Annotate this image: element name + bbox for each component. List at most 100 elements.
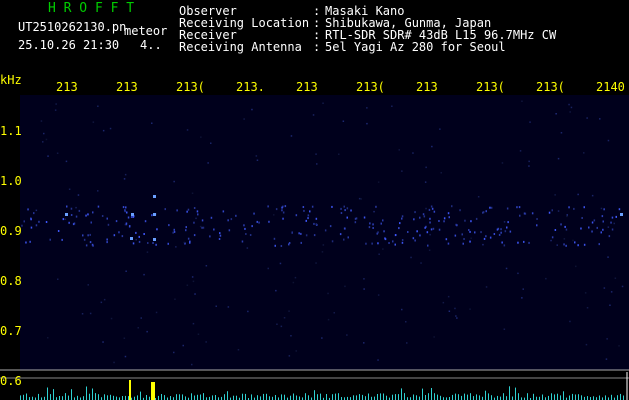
noise-dot (65, 160, 68, 163)
noise-dot (416, 230, 418, 233)
noise-dot (130, 216, 133, 218)
noise-dot (412, 152, 414, 154)
noise-dot (313, 222, 315, 225)
level-bar (575, 394, 576, 400)
noise-dot (288, 243, 290, 246)
level-bar (464, 393, 465, 400)
noise-dot (184, 242, 186, 245)
level-bar (584, 396, 585, 400)
noise-dot (113, 234, 116, 237)
level-bar (218, 397, 219, 400)
noise-dot (192, 322, 195, 325)
noise-dot (82, 234, 84, 237)
noise-dot (152, 242, 154, 244)
level-bar (509, 386, 510, 400)
noise-dot (251, 225, 253, 228)
noise-dot (256, 159, 259, 161)
level-bar (440, 395, 441, 400)
noise-dot (482, 243, 484, 246)
noise-dot (586, 117, 588, 119)
noise-dot (313, 234, 316, 237)
noise-dot (343, 238, 345, 241)
noise-dot (560, 132, 563, 134)
noise-dot (195, 217, 197, 220)
level-bar (89, 393, 90, 400)
level-bar (239, 397, 240, 400)
noise-dot (85, 214, 87, 217)
noise-dot (577, 244, 579, 247)
noise-dot (377, 242, 379, 245)
noise-dot (363, 216, 366, 219)
noise-dot (300, 241, 302, 244)
level-bar (431, 388, 432, 400)
noise-dot (68, 221, 70, 224)
noise-dot (222, 210, 225, 213)
noise-dot (422, 213, 425, 216)
noise-dot (276, 323, 278, 325)
noise-dot (192, 280, 195, 283)
level-bar (56, 397, 57, 400)
noise-dot (125, 206, 127, 209)
noise-dot (201, 226, 203, 229)
noise-dot (343, 205, 345, 208)
noise-dot (563, 243, 565, 246)
noise-dot (401, 215, 404, 218)
level-bar (233, 395, 234, 400)
noise-dot (503, 244, 506, 247)
level-bar (122, 396, 123, 400)
noise-dot (500, 231, 502, 234)
noise-dot (147, 242, 149, 244)
noise-dot (506, 226, 508, 229)
noise-dot (295, 214, 298, 217)
noise-dot (461, 233, 463, 236)
noise-dot (241, 240, 244, 243)
level-bar (347, 396, 348, 400)
noise-dot (246, 247, 249, 249)
level-bar (533, 393, 534, 400)
noise-dot (401, 241, 404, 244)
noise-dot (454, 234, 457, 237)
level-bar (569, 395, 570, 400)
level-bar (461, 395, 462, 400)
noise-dot (189, 240, 191, 243)
level-bar (428, 393, 429, 400)
noise-dot (528, 165, 530, 167)
noise-dot (167, 242, 169, 245)
noise-dot (25, 241, 27, 244)
noise-dot (519, 214, 521, 217)
level-bar (608, 397, 609, 400)
noise-dot (557, 157, 560, 160)
noise-dot (585, 343, 588, 346)
level-bar (545, 397, 546, 400)
noise-dot (106, 238, 108, 241)
noise-dot (440, 172, 442, 174)
noise-dot (355, 217, 358, 220)
noise-dot (307, 217, 309, 220)
freq-label: 0.6 (0, 374, 22, 388)
noise-dot (414, 239, 416, 242)
noise-dot (118, 231, 120, 234)
level-bar (329, 397, 330, 400)
level-bar (293, 393, 294, 400)
echo-spot (153, 195, 156, 198)
info-value: Masaki Kano (325, 4, 404, 18)
level-bar (167, 397, 168, 400)
noise-dot (138, 240, 141, 243)
noise-dot (551, 236, 554, 239)
level-bar (68, 395, 69, 400)
level-bar (245, 393, 246, 400)
noise-dot (56, 152, 59, 154)
noise-dot (354, 221, 357, 224)
signal-level (20, 386, 624, 400)
noise-dot (596, 226, 598, 229)
noise-dot (509, 230, 512, 233)
noise-dot (307, 214, 310, 217)
noise-dot (101, 215, 104, 217)
noise-dot (333, 312, 335, 314)
noise-dot (144, 220, 147, 223)
noise-dot (342, 120, 345, 122)
noise-dot (237, 349, 240, 351)
noise-dot (463, 238, 465, 240)
noise-dot (610, 291, 613, 293)
noise-dot (132, 242, 135, 245)
